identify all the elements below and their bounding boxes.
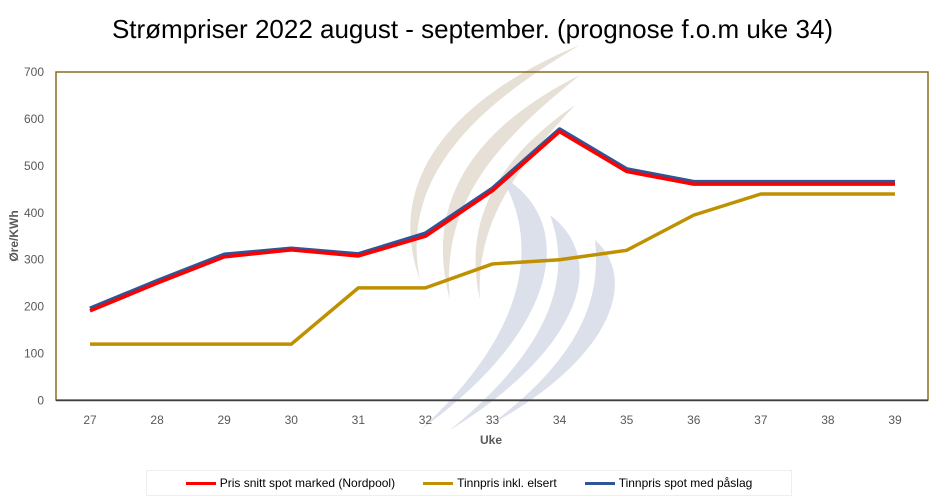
- legend-label: Tinnpris spot med påslag: [618, 476, 753, 490]
- legend-swatch: [185, 481, 216, 485]
- x-tick-label: 32: [419, 413, 433, 427]
- chart-title: Strømpriser 2022 august - september. (pr…: [111, 14, 834, 44]
- x-tick-label: 38: [821, 413, 835, 427]
- y-tick-label: 600: [24, 112, 44, 126]
- legend-swatch: [423, 481, 454, 485]
- watermark-logo: [410, 45, 615, 430]
- legend-swatch: [584, 481, 615, 485]
- x-tick-label: 34: [553, 413, 567, 427]
- x-tick-label: 33: [486, 413, 500, 427]
- x-tick-label: 37: [754, 413, 768, 427]
- legend: Pris snitt spot marked (Nordpool) Tinnpri…: [146, 470, 792, 496]
- x-axis-label: Uke: [480, 433, 502, 447]
- x-tick-label: 27: [83, 413, 97, 427]
- y-tick-label: 400: [24, 206, 44, 220]
- y-tick-label: 500: [24, 159, 44, 173]
- y-tick-label: 100: [24, 347, 44, 361]
- y-tick-label: 200: [24, 300, 44, 314]
- x-tick-label: 36: [687, 413, 701, 427]
- x-tick-label: 35: [620, 413, 634, 427]
- x-tick-label: 29: [217, 413, 231, 427]
- y-tick-label: 0: [37, 394, 44, 408]
- legend-label: Tinnpris inkl. elsert: [457, 476, 557, 490]
- x-tick-label: 30: [285, 413, 299, 427]
- legend-item: Tinnpris inkl. elsert: [423, 476, 557, 490]
- x-tick-label: 39: [888, 413, 902, 427]
- legend-item: Tinnpris spot med påslag: [584, 476, 753, 490]
- y-axis-label: Øre/KWh: [7, 210, 21, 261]
- x-tick-label: 28: [150, 413, 164, 427]
- legend-label: Pris snitt spot marked (Nordpool): [219, 476, 396, 490]
- y-tick-label: 300: [24, 253, 44, 267]
- legend-item: Pris snitt spot marked (Nordpool): [185, 476, 396, 490]
- y-tick-label: 700: [24, 65, 44, 79]
- x-tick-label: 31: [352, 413, 366, 427]
